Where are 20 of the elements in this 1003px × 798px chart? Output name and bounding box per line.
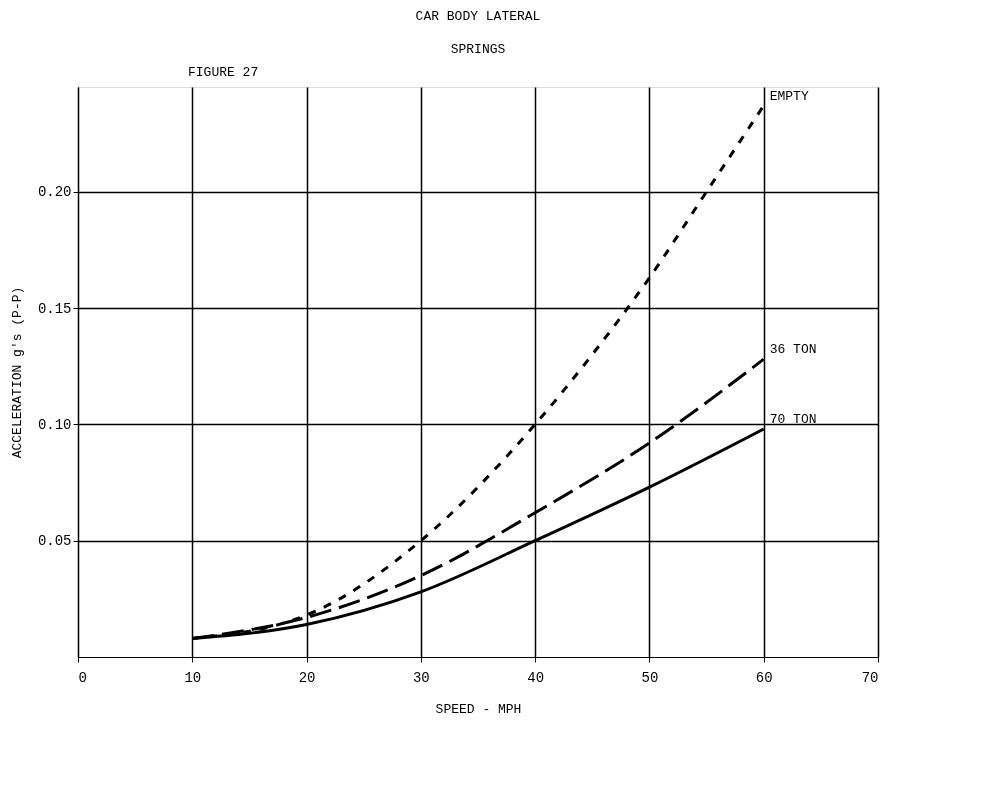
x-tick-label: 60 — [755, 669, 773, 686]
series-label: EMPTY — [769, 88, 809, 104]
y-tick-label: 0.15 — [37, 300, 72, 317]
x-tick-label: 0 — [78, 669, 87, 686]
series-label: 70 TON — [769, 412, 817, 427]
chart-subtitle: SPRINGS — [450, 42, 506, 57]
x-tick-label: 30 — [412, 669, 430, 686]
y-axis-title: ACCELERATION g's (P-P) — [9, 286, 25, 459]
x-tick-label: 20 — [298, 669, 316, 686]
y-tick-label: 0.20 — [37, 184, 72, 201]
x-tick-label: 40 — [527, 669, 545, 686]
caption: FIGURE 27 — [188, 65, 259, 80]
x-tick-label: 50 — [641, 669, 659, 686]
x-axis-title: SPEED - MPH — [435, 701, 522, 717]
x-tick-label: 10 — [184, 669, 202, 686]
chart-title: CAR BODY LATERAL — [415, 9, 541, 24]
y-tick-label: 0.05 — [37, 533, 72, 550]
series-label: 36 TON — [769, 342, 817, 358]
y-tick-label: 0.10 — [37, 416, 72, 433]
x-tick-label: 70 — [861, 669, 879, 686]
